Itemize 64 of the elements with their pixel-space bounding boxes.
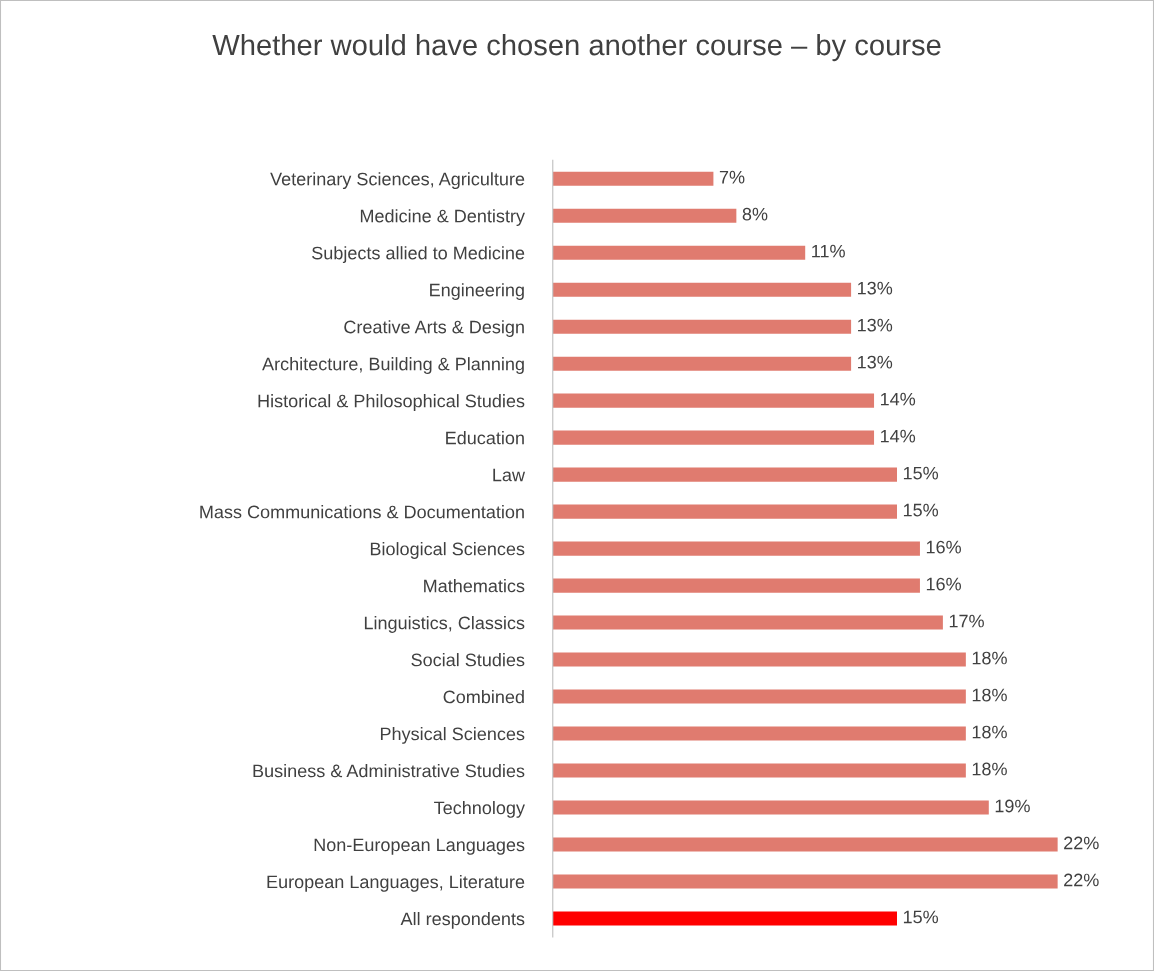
data-label: 13% — [858, 318, 893, 332]
data-label: 15% — [903, 503, 939, 517]
bar — [552, 171, 714, 186]
y-tick-label: Business & Administrative Studies — [253, 764, 525, 778]
data-label: 18% — [972, 725, 1007, 739]
data-label: 17% — [949, 614, 984, 628]
data-label: 13% — [858, 281, 893, 295]
data-label: 15% — [903, 910, 939, 924]
bar — [552, 282, 852, 297]
data-label: 22% — [1064, 836, 1099, 850]
y-tick-label: Social Studies — [411, 653, 525, 667]
bar — [552, 911, 897, 926]
data-label: 22% — [1064, 873, 1099, 887]
chart-title: Whether would have chosen another course – by course — [212, 33, 941, 62]
y-tick-label: European Languages, Literature — [267, 874, 525, 892]
data-label: 16% — [926, 540, 961, 554]
y-tick-label: Non-European Languages — [314, 838, 525, 855]
data-label: 14% — [880, 392, 916, 406]
data-label: 19% — [995, 799, 1030, 813]
data-label: 8% — [742, 207, 768, 221]
data-label: 13% — [858, 355, 893, 369]
bar — [552, 578, 920, 593]
bar — [552, 763, 966, 778]
bar — [552, 319, 852, 334]
y-tick-label: Creative Arts & Design — [344, 320, 524, 337]
y-tick-label: Engineering — [430, 283, 524, 300]
data-label: 18% — [972, 762, 1007, 776]
y-tick-label: Linguistics, Classics — [364, 616, 525, 633]
bar — [552, 874, 1058, 889]
bar — [552, 504, 897, 519]
y-tick-label: Education — [446, 431, 524, 445]
y-tick-label: Mathematics — [424, 579, 525, 593]
bar — [552, 615, 943, 630]
y-tick-label: Law — [493, 468, 526, 482]
bar — [552, 245, 806, 260]
y-tick-label: Subjects allied to Medicine — [312, 246, 525, 263]
bar — [552, 541, 920, 556]
bar — [552, 430, 875, 445]
bar — [552, 689, 966, 704]
y-tick-label: Veterinary Sciences, Agriculture — [270, 172, 525, 189]
y-tick-label: Physical Sciences — [380, 727, 525, 744]
data-label: 14% — [880, 429, 916, 443]
bar — [552, 356, 852, 371]
data-label: 16% — [926, 577, 961, 591]
data-label: 11% — [812, 244, 845, 258]
bar — [552, 652, 966, 667]
y-tick-label: All respondents — [400, 911, 525, 929]
y-tick-label: Technology — [434, 801, 525, 818]
y-tick-label: Architecture, Building & Planning — [262, 357, 524, 374]
y-tick-label: Medicine & Dentistry — [360, 209, 525, 226]
y-tick-label: Mass Communications & Documentation — [200, 505, 524, 519]
bar — [552, 467, 897, 482]
bar — [552, 208, 737, 223]
data-label: 7% — [719, 170, 745, 184]
y-tick-label: Combined — [443, 690, 524, 704]
bar — [552, 837, 1058, 852]
data-label: 15% — [903, 466, 939, 480]
bar — [552, 393, 875, 408]
y-tick-label: Biological Sciences — [370, 542, 525, 559]
data-label: 18% — [972, 688, 1007, 702]
bar — [552, 726, 966, 741]
y-tick-label: Historical & Philosophical Studies — [258, 394, 525, 411]
bar — [552, 800, 989, 815]
data-label: 18% — [972, 651, 1007, 665]
